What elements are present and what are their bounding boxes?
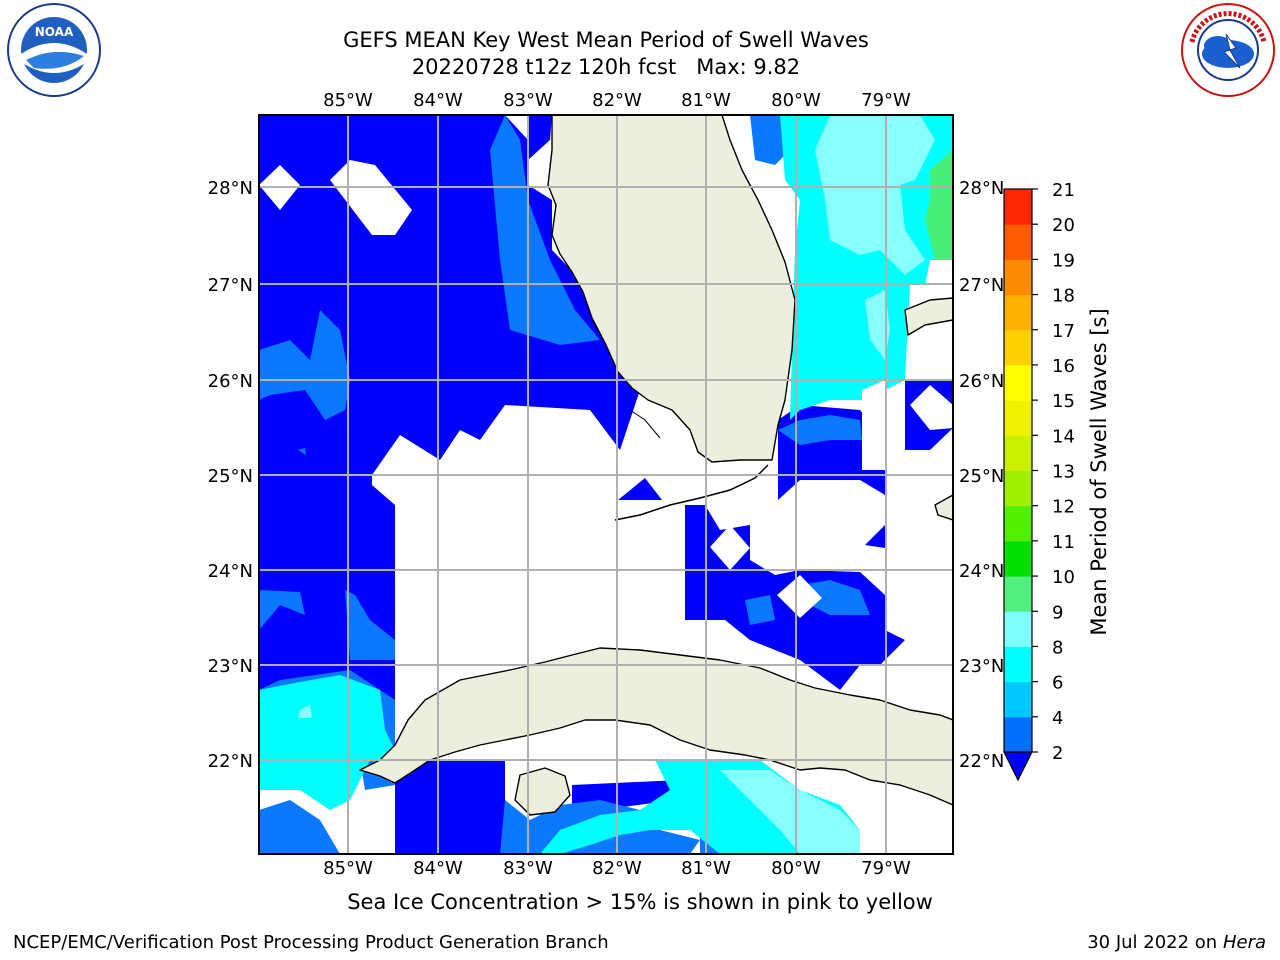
lat-label-right: 22°N — [959, 751, 1004, 772]
colorbar: 2 4 6 8 9 10 11 12 13 14 15 16 17 18 19 20 21 — [1003, 180, 1075, 782]
colorbar-tick-label: 20 — [1052, 215, 1075, 236]
lat-label-right: 27°N — [959, 275, 1004, 296]
colorbar-tick-label: 21 — [1052, 180, 1075, 201]
lon-label-top: 80°W — [771, 90, 821, 111]
footer-credit: NCEP/EMC/Verification Post Processing Pr… — [13, 932, 609, 953]
colorbar-segment — [1004, 224, 1032, 260]
colorbar-tick-label: 6 — [1052, 673, 1063, 694]
colorbar-tick-label: 13 — [1052, 462, 1075, 483]
colorbar-tick-label: 12 — [1052, 497, 1075, 518]
lon-label-bottom: 85°W — [323, 858, 373, 879]
lat-label-right: 25°N — [959, 466, 1004, 487]
colorbar-segment — [1004, 611, 1032, 647]
lat-label-left: 24°N — [208, 561, 253, 582]
noaa-logo: NOAA — [7, 3, 101, 97]
swell-green — [925, 150, 953, 260]
colorbar-segment — [1004, 470, 1032, 507]
lon-label-top: 81°W — [681, 90, 731, 111]
colorbar-tick-label: 16 — [1052, 356, 1075, 377]
swell-light-cyan — [298, 115, 935, 854]
lon-label-top: 84°W — [413, 90, 463, 111]
lat-label-left: 22°N — [208, 751, 253, 772]
footer-date-text: 30 Jul 2022 on — [1087, 932, 1223, 953]
colorbar-segment — [1004, 716, 1032, 753]
bahamas-south — [934, 494, 953, 521]
colorbar-tick-label: 2 — [1052, 743, 1063, 764]
colorbar-tick-label: 17 — [1052, 321, 1075, 342]
lon-label-top: 79°W — [861, 90, 911, 111]
lon-label-top: 83°W — [503, 90, 553, 111]
colorbar-segment — [1004, 435, 1032, 471]
lat-label-left: 28°N — [208, 178, 253, 199]
colorbar-segment — [1004, 364, 1032, 401]
lat-labels-left: 28°N 27°N 26°N 25°N 24°N 23°N 22°N — [208, 178, 253, 772]
lon-labels-bottom: 85°W 84°W 83°W 82°W 81°W 80°W 79°W — [323, 858, 911, 879]
lon-label-bottom: 82°W — [592, 858, 642, 879]
colorbar-tick-label: 14 — [1052, 426, 1075, 447]
lat-labels-right: 28°N 27°N 26°N 25°N 24°N 23°N 22°N — [959, 178, 1004, 772]
coastline-detail — [629, 409, 661, 439]
colorbar-segment — [1004, 294, 1032, 331]
colorbar-tick-label: 4 — [1052, 708, 1063, 729]
lat-label-left: 25°N — [208, 466, 253, 487]
chart-title: GEFS MEAN Key West Mean Period of Swell … — [343, 28, 869, 52]
colorbar-segment — [1004, 505, 1032, 542]
lat-label-right: 26°N — [959, 371, 1004, 392]
florida-keys — [614, 464, 769, 521]
lat-label-left: 27°N — [208, 275, 253, 296]
colorbar-segment — [1004, 681, 1032, 718]
bahamas-andros — [904, 297, 953, 336]
lon-label-bottom: 81°W — [681, 858, 731, 879]
lon-label-bottom: 79°W — [861, 858, 911, 879]
lon-label-top: 82°W — [592, 90, 642, 111]
lat-label-left: 26°N — [208, 371, 253, 392]
colorbar-tick-label: 10 — [1052, 567, 1075, 588]
lon-label-top: 85°W — [323, 90, 373, 111]
map-grid — [259, 115, 953, 854]
lat-label-right: 24°N — [959, 561, 1004, 582]
chart-subtitle: 20220728 t12z 120h fcst Max: 9.82 — [411, 55, 801, 79]
map-caption: Sea Ice Concentration > 15% is shown in … — [347, 890, 933, 914]
noaa-logo-text: NOAA — [35, 25, 74, 39]
colorbar-tick-label: 19 — [1052, 250, 1075, 271]
swell-gaps — [259, 160, 953, 618]
colorbar-tick-label: 8 — [1052, 637, 1063, 658]
lon-label-bottom: 84°W — [413, 858, 463, 879]
florida-peninsula — [547, 115, 796, 463]
lon-labels-top: 85°W 84°W 83°W 82°W 81°W 80°W 79°W — [323, 90, 911, 111]
lon-label-bottom: 83°W — [503, 858, 553, 879]
footer-host: Hera — [1222, 932, 1266, 953]
colorbar-segment — [1004, 329, 1032, 366]
colorbar-segment — [1004, 259, 1032, 296]
colorbar-tick-label: 11 — [1052, 532, 1075, 553]
lat-label-left: 23°N — [208, 656, 253, 677]
colorbar-segment — [1004, 576, 1032, 612]
colorbar-tick-label: 9 — [1052, 602, 1063, 623]
colorbar-extend-arrow — [1003, 751, 1033, 782]
colorbar-segment — [1004, 646, 1032, 683]
lat-label-right: 23°N — [959, 656, 1004, 677]
map-border — [258, 114, 954, 855]
colorbar-segment — [1004, 540, 1032, 577]
colorbar-segment — [1004, 189, 1032, 225]
colorbar-tick-label: 15 — [1052, 391, 1075, 412]
nws-logo — [1181, 3, 1275, 97]
colorbar-segment — [1004, 400, 1032, 436]
cuba — [359, 647, 953, 806]
colorbar-tick-label: 18 — [1052, 286, 1075, 307]
lat-label-right: 28°N — [959, 178, 1004, 199]
lon-label-bottom: 80°W — [771, 858, 821, 879]
colorbar-label: Mean Period of Swell Waves [s] — [1087, 308, 1111, 635]
footer-date: 30 Jul 2022 on Hera — [1087, 932, 1266, 953]
